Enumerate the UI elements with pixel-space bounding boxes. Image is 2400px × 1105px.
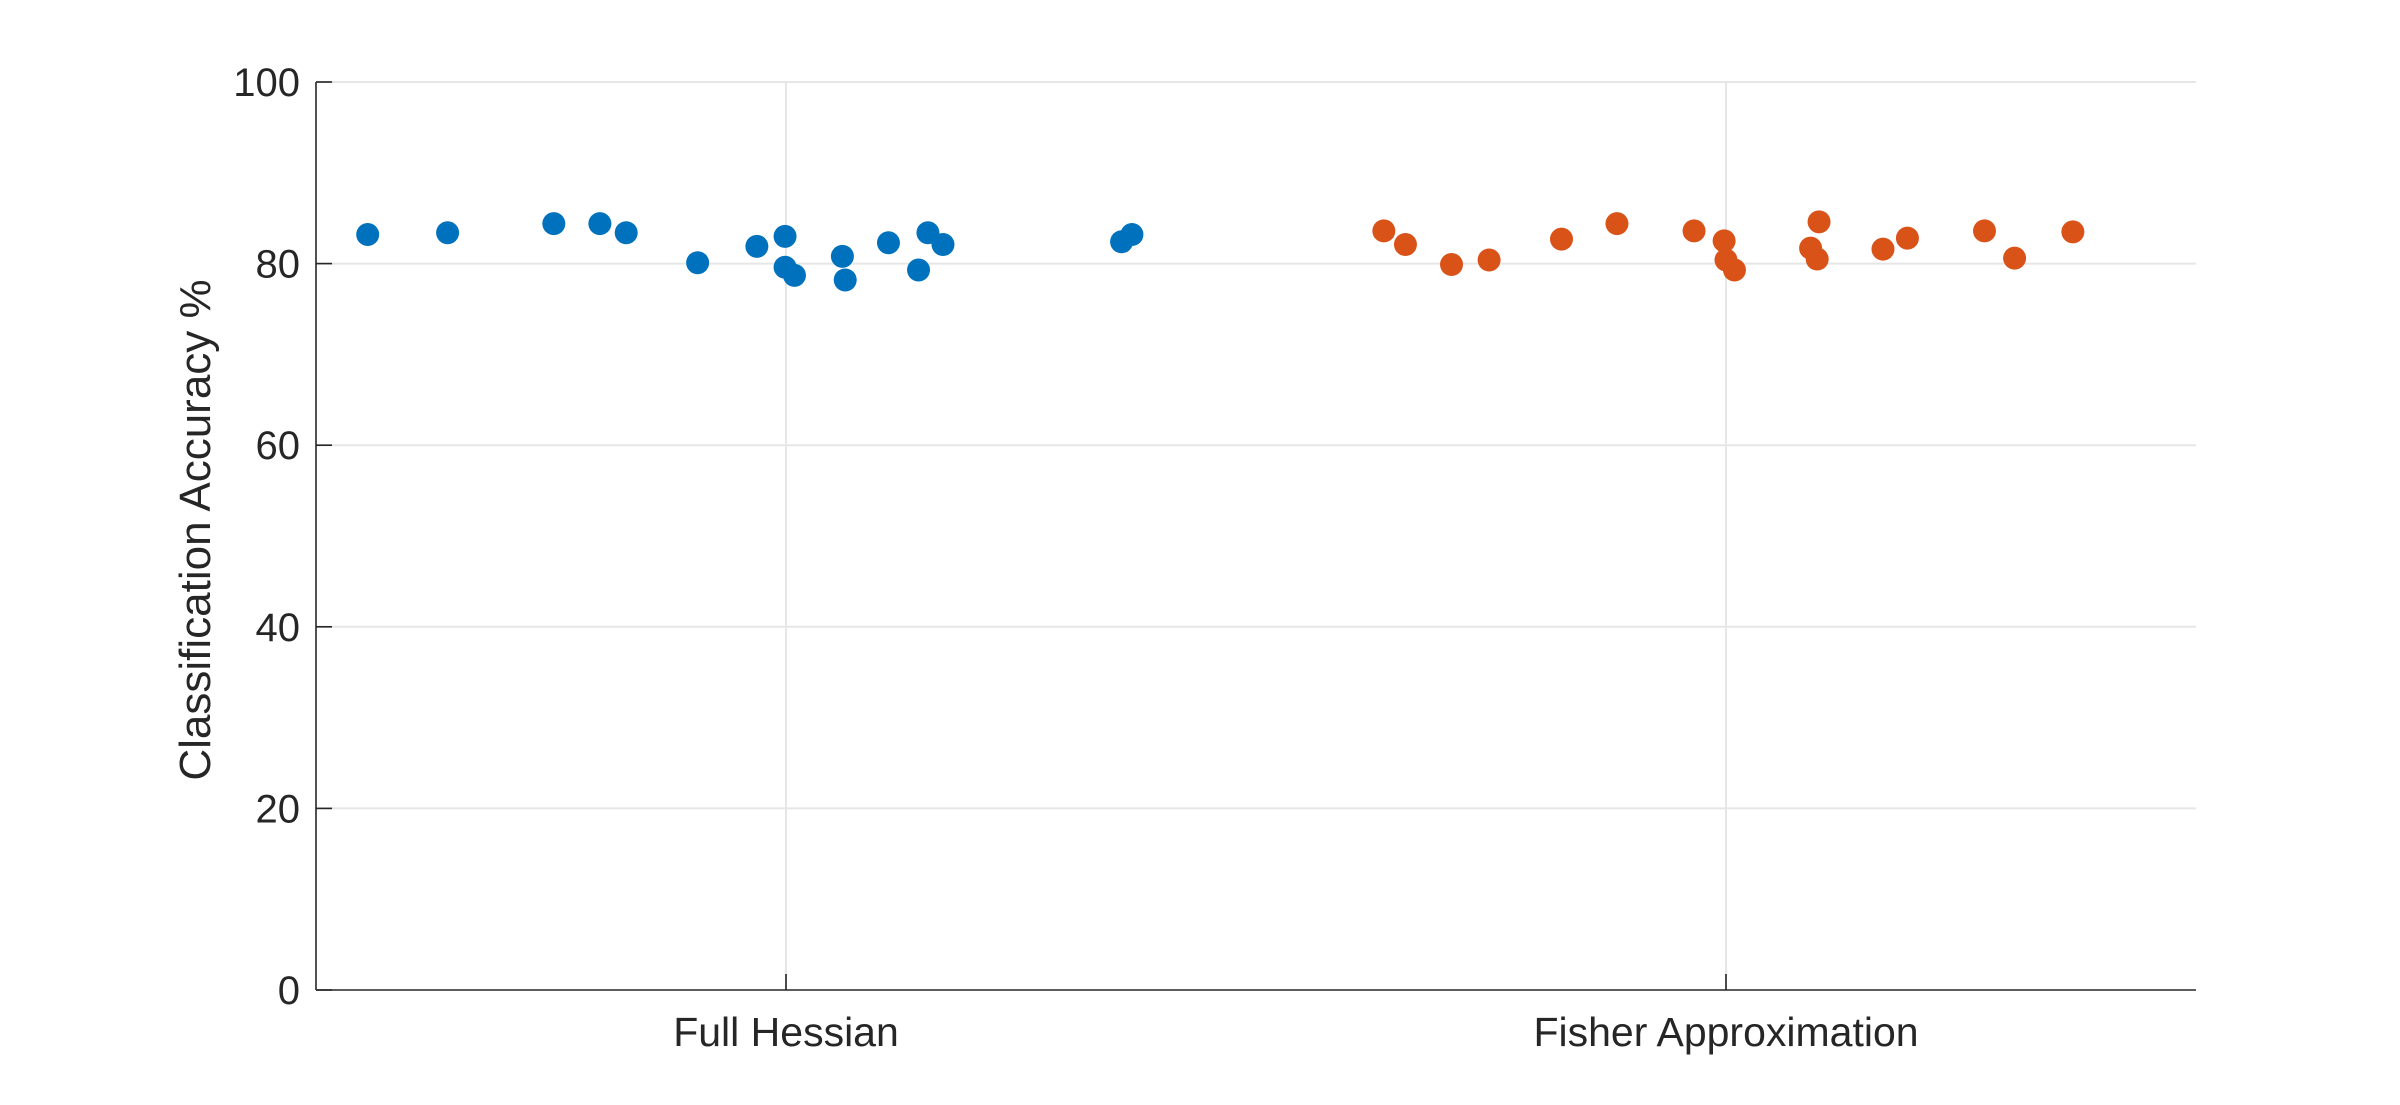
data-point-series-1 — [782, 263, 806, 287]
data-point-series-2 — [1550, 227, 1573, 251]
data-point-series-1 — [686, 251, 710, 275]
data-point-series-1 — [542, 212, 566, 236]
data-point-series-2 — [1807, 210, 1831, 234]
data-point-series-1 — [773, 224, 797, 248]
x-category-label: Fisher Approximation — [1533, 1009, 1918, 1055]
data-point-series-1 — [833, 268, 857, 292]
data-point-series-1 — [436, 221, 460, 245]
data-point-series-2 — [1895, 226, 1919, 250]
data-point-series-2 — [2003, 246, 2027, 270]
y-tick-label: 40 — [256, 606, 301, 650]
data-point-series-2 — [1605, 212, 1629, 236]
data-point-series-2 — [2061, 220, 2085, 244]
y-tick-label: 60 — [256, 424, 301, 468]
data-point-series-1 — [907, 258, 931, 282]
data-point-series-1 — [356, 223, 380, 247]
data-point-series-1 — [614, 221, 638, 245]
y-tick-label: 100 — [233, 61, 300, 105]
data-point-series-1 — [745, 234, 769, 258]
data-point-series-2 — [1682, 219, 1706, 243]
data-point-series-2 — [1393, 233, 1417, 257]
data-point-series-2 — [1477, 248, 1501, 272]
data-point-series-1 — [931, 233, 955, 257]
points-layer — [356, 210, 2085, 292]
data-point-series-2 — [1712, 229, 1736, 253]
y-axis-title: Classification Accuracy % — [171, 279, 220, 780]
y-tick-label: 0 — [278, 969, 300, 1013]
x-category-label: Full Hessian — [673, 1009, 899, 1055]
data-point-series-1 — [830, 244, 854, 268]
data-point-series-2 — [1973, 219, 1996, 243]
label-layer: 0 20 40 60 80 100 Full Hessian Fisher Approxima… — [233, 61, 1918, 1055]
data-point-series-1 — [876, 231, 900, 255]
y-tick-label: 20 — [256, 787, 301, 831]
data-point-series-2 — [1805, 247, 1829, 271]
data-point-series-1 — [1120, 223, 1144, 247]
data-point-series-2 — [1722, 258, 1746, 282]
data-point-series-2 — [1372, 219, 1396, 243]
axis-layer — [315, 81, 2196, 991]
data-point-series-1 — [588, 212, 612, 236]
data-point-series-2 — [1871, 237, 1895, 261]
data-point-series-2 — [1440, 253, 1464, 277]
y-tick-label: 80 — [256, 243, 301, 287]
